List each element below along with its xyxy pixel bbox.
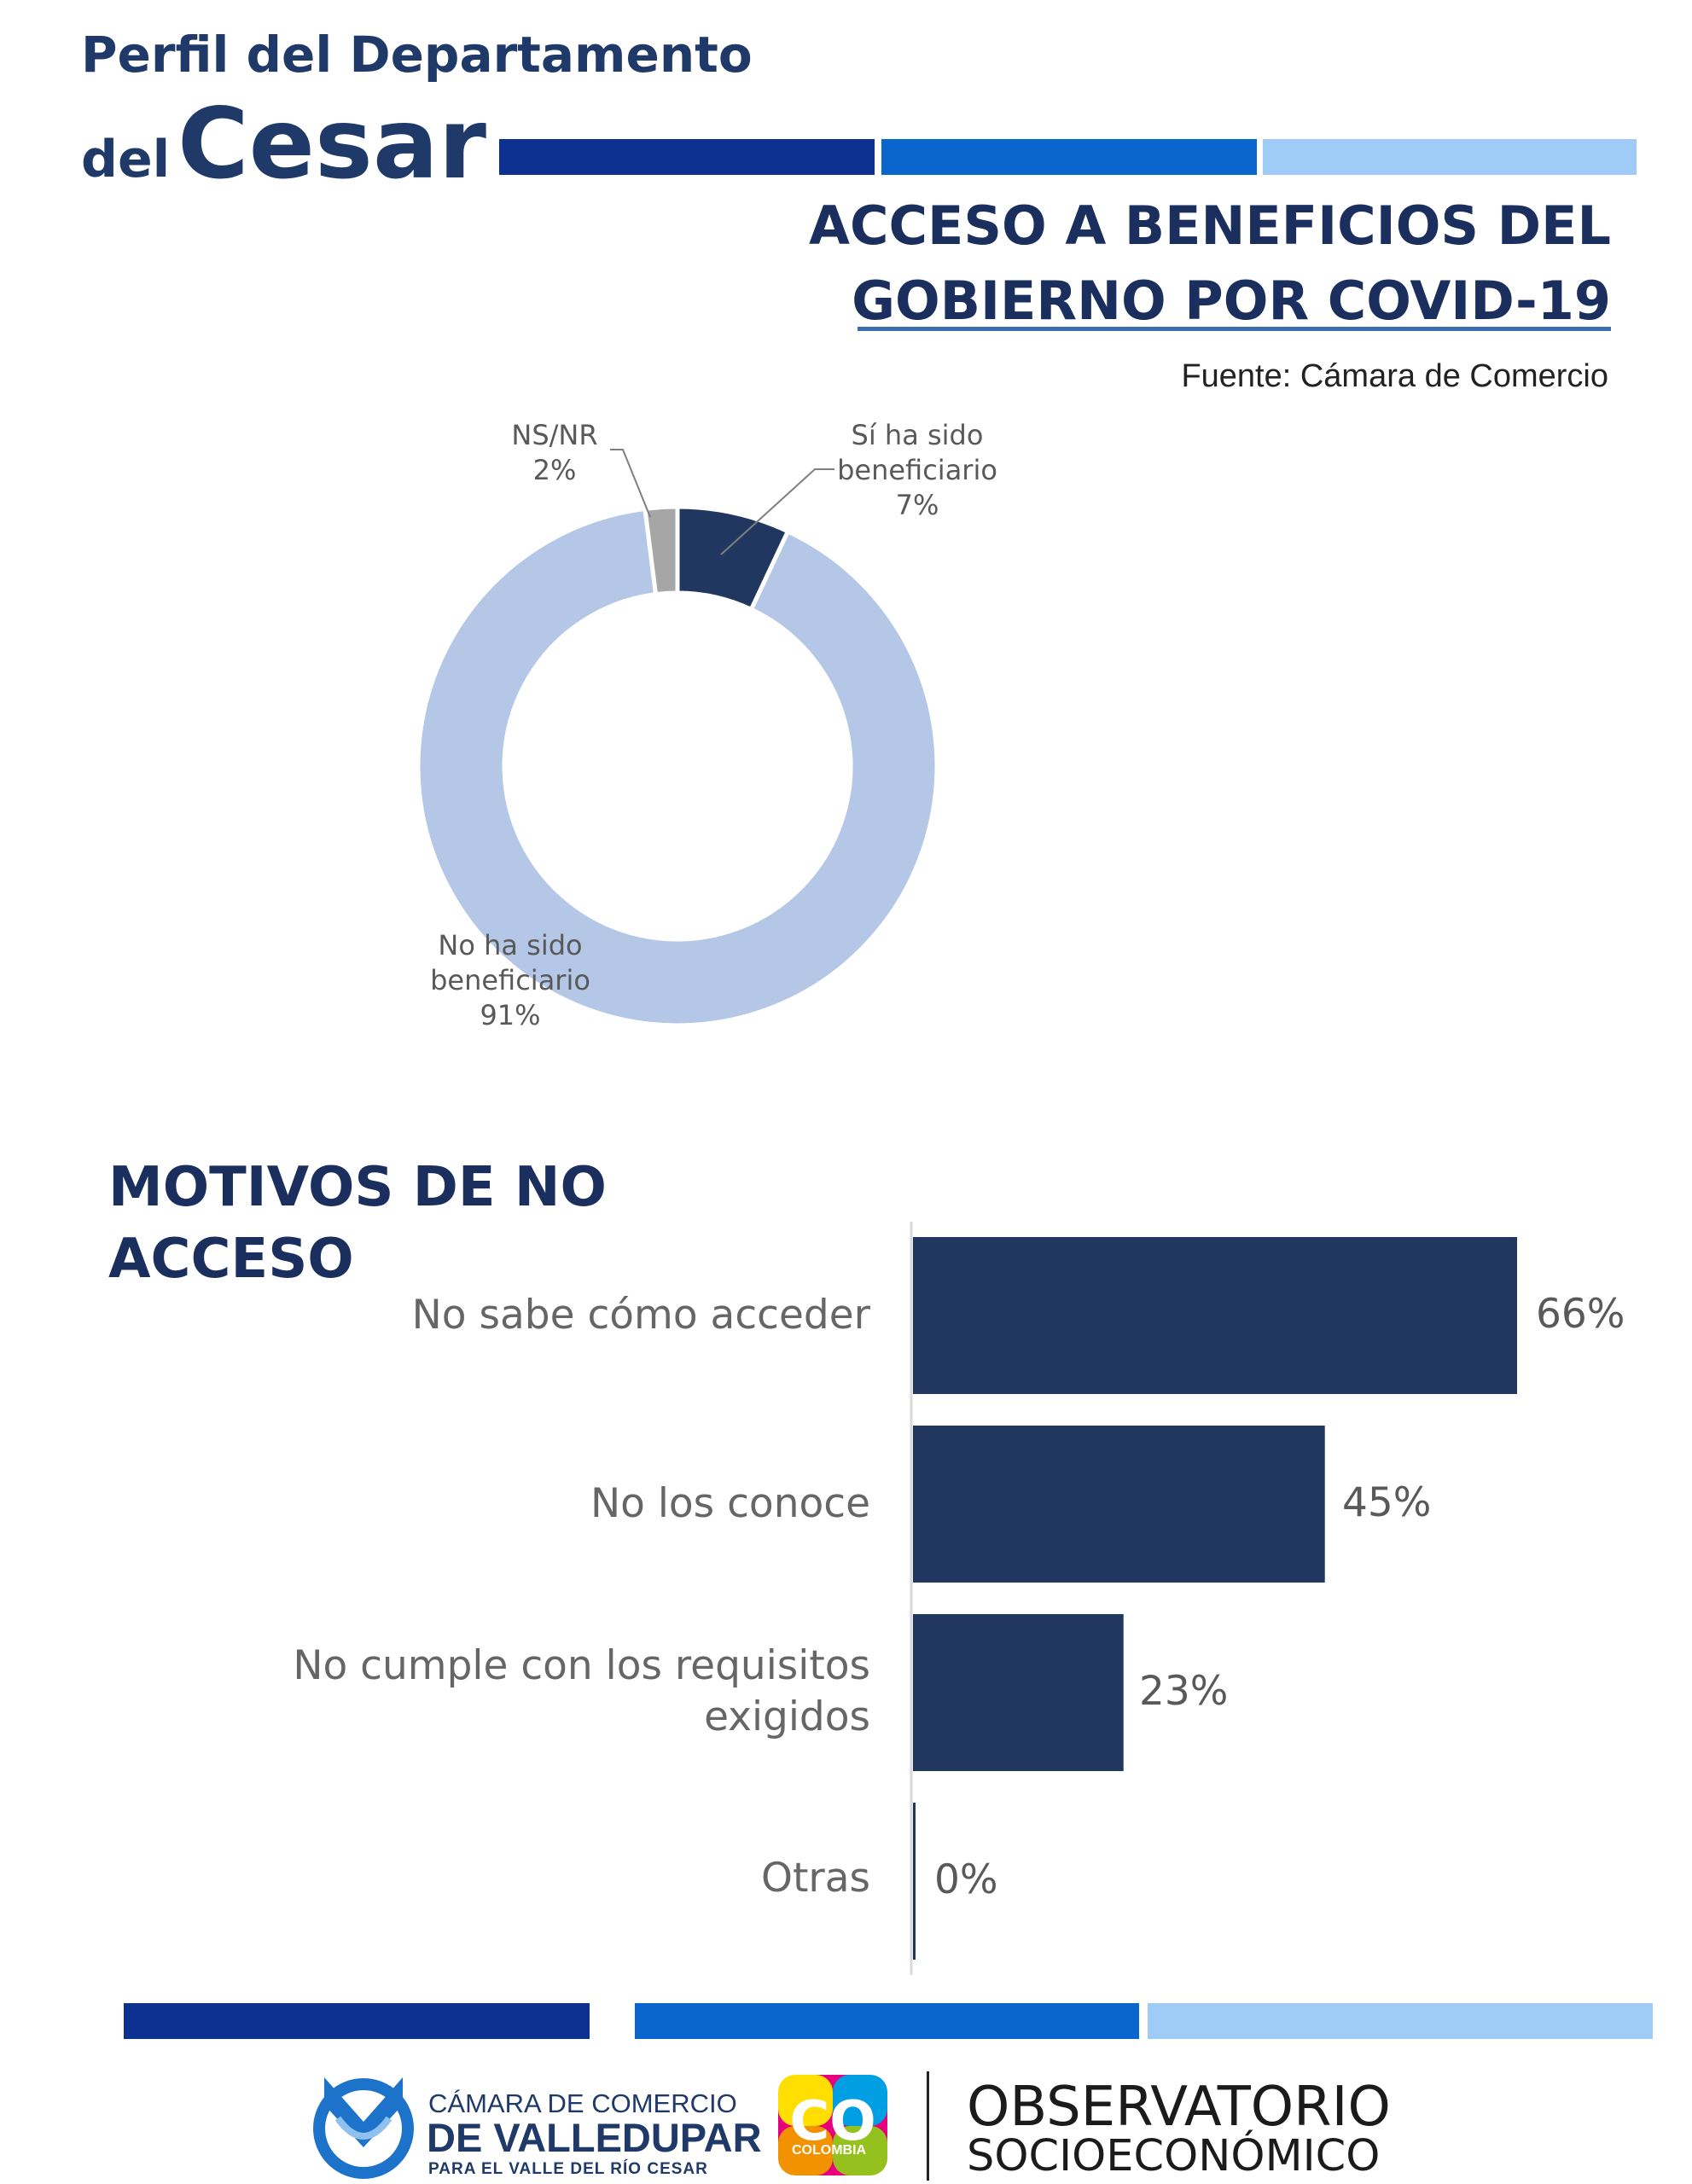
footer-cc-line1: CÁMARA DE COMERCIO bbox=[428, 2088, 737, 2118]
category-label-0: No sabe cómo acceder bbox=[412, 1290, 870, 1341]
footer-co-text: COLOMBIA bbox=[792, 2143, 867, 2158]
section-title-line2: ACCESO bbox=[108, 1228, 354, 1291]
header-title-main: Cesar bbox=[177, 87, 486, 200]
donut-label-beneficiario-value: 7% bbox=[895, 489, 939, 521]
footer-observatorio: OBSERVATORIO bbox=[967, 2076, 1391, 2139]
header-stripe-mid bbox=[881, 139, 1257, 175]
section-title: MOTIVOS DE NO ACCESO bbox=[108, 1152, 607, 1295]
donut-label-nsnr-value: 2% bbox=[532, 454, 577, 486]
leader-line-nsnr bbox=[610, 449, 651, 518]
donut-slice-no-beneficiario bbox=[416, 506, 939, 1028]
value-label-1: 45% bbox=[1342, 1479, 1432, 1526]
footer-stripe-light bbox=[1148, 2003, 1653, 2039]
footer-socioeconomico: SOCIOECONÓMICO bbox=[967, 2131, 1381, 2181]
section-title-line1: MOTIVOS DE NO bbox=[108, 1156, 607, 1219]
donut-label-beneficiario-line2: beneficiario bbox=[837, 454, 997, 486]
category-label-1-line1: No los conoce bbox=[590, 1480, 870, 1527]
donut-chart bbox=[416, 449, 939, 1028]
donut-label-nsnr: NS/NR 2% bbox=[495, 418, 614, 488]
donut-label-no-beneficiario: No ha sido beneficiario 91% bbox=[408, 928, 613, 1033]
colombia-co-logo-icon: CO bbox=[778, 2075, 887, 2175]
donut-label-nsnr-line1: NS/NR bbox=[511, 419, 598, 451]
camara-comercio-logo-icon bbox=[313, 2077, 414, 2179]
category-label-1: No los conoce bbox=[590, 1478, 870, 1530]
value-label-2: 23% bbox=[1139, 1668, 1229, 1715]
category-label-0-line1: No sabe cómo acceder bbox=[411, 1292, 870, 1339]
bar-1 bbox=[913, 1426, 1325, 1583]
donut-label-no-beneficiario-line2: beneficiario bbox=[430, 964, 590, 996]
donut-slice-nsnr bbox=[642, 504, 680, 597]
footer-cc-line2: DE VALLEDUPAR bbox=[427, 2115, 762, 2160]
co-badge-text: CO bbox=[789, 2090, 875, 2153]
value-label-0: 66% bbox=[1536, 1291, 1625, 1338]
leader-line-beneficiario bbox=[720, 468, 834, 555]
chart-title-line2: GOBIERNO POR COVID-19 bbox=[852, 270, 1611, 332]
category-label-2-line2: exigidos bbox=[704, 1693, 870, 1740]
chart-title-line1: ACCESO A BENEFICIOS DEL bbox=[809, 195, 1611, 257]
category-label-3: Otras bbox=[761, 1853, 870, 1904]
category-label-2-line1: No cumple con los requisitos bbox=[293, 1642, 870, 1689]
category-label-2: No cumple con los requisitos exigidos bbox=[293, 1641, 870, 1743]
footer-stripe-dark bbox=[124, 2003, 590, 2039]
footer-cc-line3: PARA EL VALLE DEL RÍO CESAR bbox=[428, 2160, 708, 2178]
bar-3 bbox=[913, 1803, 916, 1960]
bar-2 bbox=[913, 1614, 1124, 1771]
header-title-line1: Perfil del Departamento bbox=[81, 26, 753, 84]
donut-label-no-beneficiario-line1: No ha sido bbox=[438, 929, 583, 961]
header-title-prefix: del bbox=[81, 130, 171, 189]
footer-divider bbox=[927, 2071, 929, 2181]
source-note: Fuente: Cámara de Comercio bbox=[1181, 358, 1608, 394]
bar-0 bbox=[913, 1237, 1517, 1394]
title-underline bbox=[858, 327, 1611, 331]
footer-stripe-mid bbox=[635, 2003, 1139, 2039]
category-label-3-line1: Otras bbox=[760, 1855, 870, 1902]
header-stripe-dark bbox=[499, 139, 875, 175]
header-stripe-light bbox=[1263, 139, 1637, 175]
value-label-3: 0% bbox=[934, 1856, 998, 1903]
donut-label-beneficiario: Sí ha sido beneficiario 7% bbox=[815, 418, 1020, 523]
donut-label-no-beneficiario-value: 91% bbox=[480, 999, 541, 1031]
donut-label-beneficiario-line1: Sí ha sido bbox=[851, 419, 984, 451]
bar-chart bbox=[910, 1222, 1517, 1975]
